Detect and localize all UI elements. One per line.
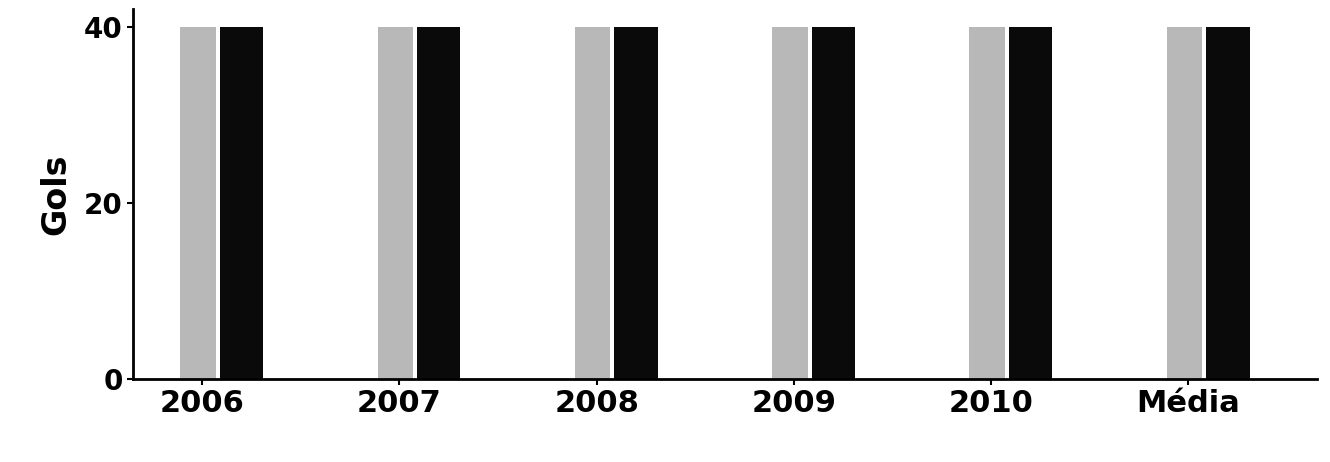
Bar (773, 27, 807, 379)
Bar (1166, 27, 1202, 379)
Bar (1009, 27, 1052, 379)
Y-axis label: Gols: Gols (40, 153, 73, 235)
Bar (811, 27, 855, 379)
Bar (575, 27, 610, 379)
Bar (418, 27, 460, 379)
Bar (378, 27, 414, 379)
Bar (1206, 27, 1250, 379)
Bar (614, 27, 658, 379)
Bar (181, 27, 215, 379)
Bar (219, 27, 263, 379)
Bar (970, 27, 1005, 379)
